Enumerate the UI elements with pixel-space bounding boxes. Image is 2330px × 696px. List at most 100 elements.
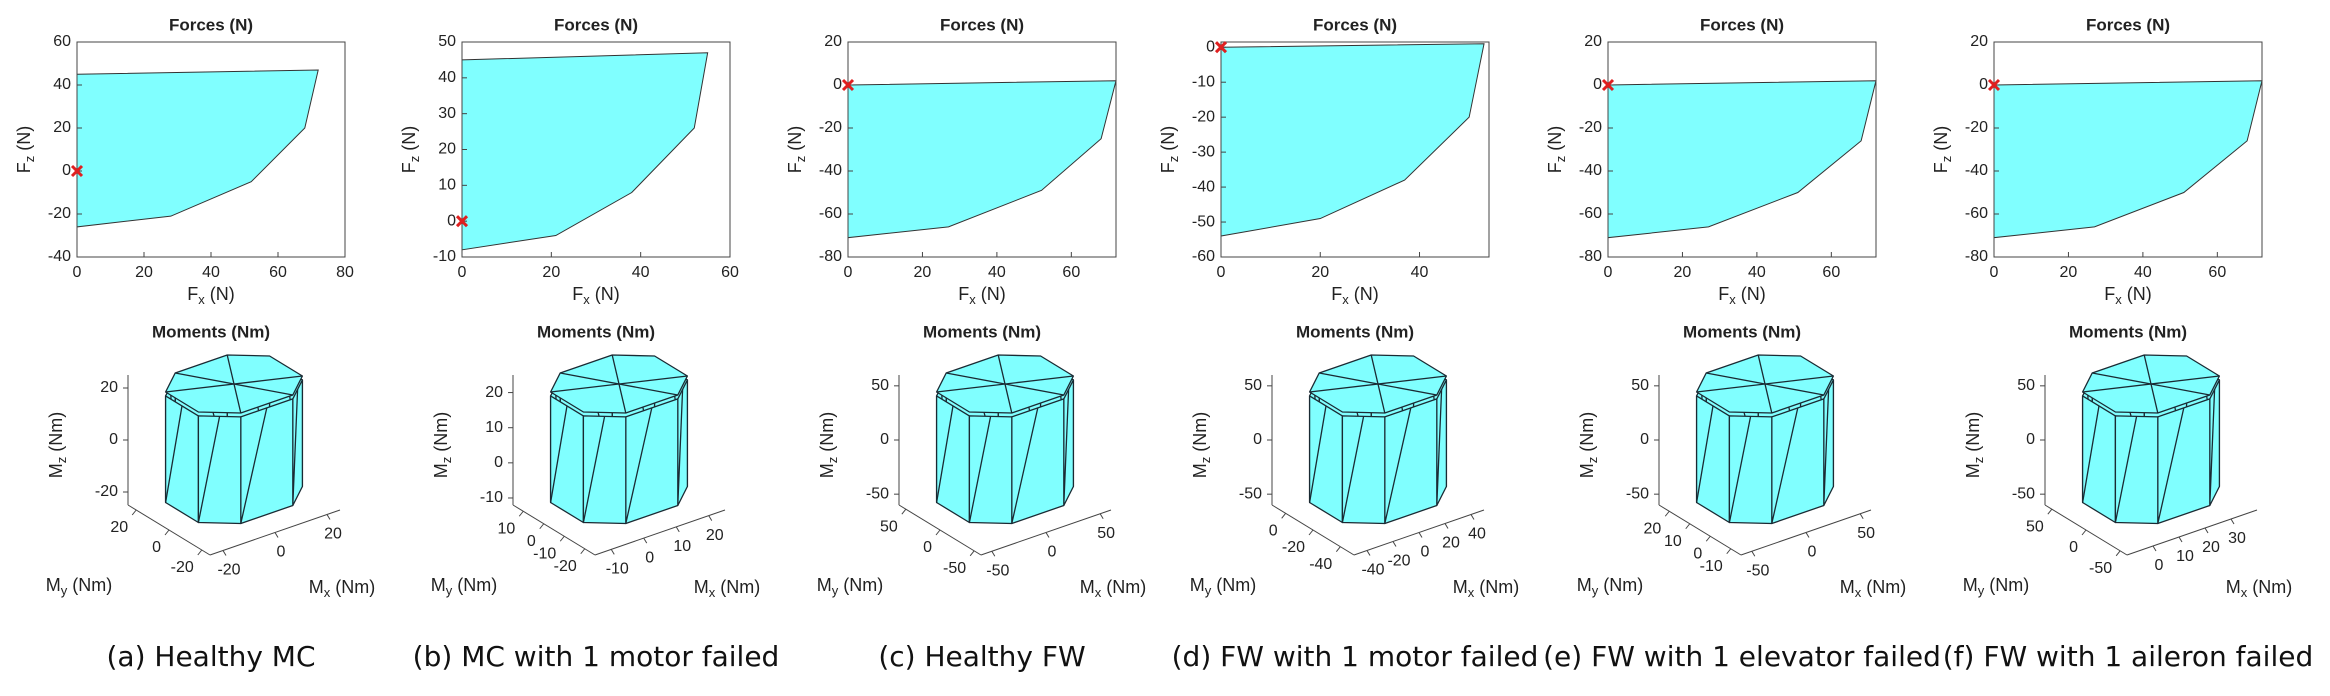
- label-subscript: x: [2115, 292, 2122, 307]
- x-axis-label: Fx (N): [2104, 284, 2152, 308]
- label-unit: (Nm): [1866, 577, 1906, 597]
- y-tick-label: 0: [447, 212, 456, 229]
- y-axis-label: Fz (N): [1931, 126, 1955, 174]
- label-symbol: F: [1545, 162, 1565, 173]
- x-tick: [1418, 532, 1423, 538]
- facet-edge: [175, 372, 293, 396]
- y-tick-label: 20: [824, 33, 842, 50]
- face: [164, 395, 200, 524]
- label-unit: (Nm): [1963, 412, 1983, 452]
- moment-set: [549, 354, 689, 525]
- z-tick-label: 0: [1640, 431, 1649, 448]
- caption: (e) FW with 1 elevator failed: [1543, 640, 1941, 673]
- y-tick-label: 0: [62, 162, 71, 179]
- x-tick-label: 40: [632, 264, 650, 281]
- facet-edge: [582, 416, 606, 523]
- y-tick-label: -10: [1700, 558, 1723, 575]
- x-tick-label: 0: [1990, 264, 1999, 281]
- x-tick-label: 60: [2208, 264, 2226, 281]
- z-tick-label: 0: [880, 431, 889, 448]
- facet-edge: [1823, 389, 1830, 506]
- label-unit: (Nm): [457, 575, 497, 595]
- face: [1011, 398, 1065, 525]
- face: [935, 395, 971, 524]
- x-tick-label: 0: [844, 264, 853, 281]
- x-tick: [2178, 536, 2183, 543]
- x-axis-label: Fx (N): [572, 284, 620, 308]
- y-tick-label: 20: [110, 519, 128, 536]
- x-tick-label: 0: [1421, 544, 1430, 561]
- y-tick-label: -40: [819, 162, 842, 179]
- z-tick-label: 20: [485, 384, 503, 401]
- x-tick-label: 20: [542, 264, 560, 281]
- y-tick: [559, 535, 565, 542]
- y-axis-label: Fz (N): [785, 126, 809, 174]
- label-unit: (N): [1354, 284, 1379, 304]
- label-symbol: M: [1840, 577, 1855, 597]
- facet-edge: [946, 372, 1064, 396]
- y-tick-label: -40: [1579, 162, 1602, 179]
- x-tick: [610, 549, 615, 555]
- label-symbol: M: [1963, 463, 1983, 478]
- y-tick-label: -40: [1309, 556, 1332, 573]
- x-tick: [274, 532, 279, 538]
- label-subscript: z: [439, 457, 454, 464]
- y-tick-label: 0: [1593, 76, 1602, 93]
- label-symbol: M: [1190, 575, 1205, 595]
- y-tick-label: -20: [1192, 108, 1215, 125]
- y-tick-label: -20: [171, 559, 194, 576]
- axes-box: [1993, 41, 2263, 258]
- caption: (d) FW with 1 motor failed: [1172, 640, 1539, 673]
- label-subscript: z: [22, 156, 37, 163]
- label-subscript: z: [825, 457, 840, 464]
- x-axis-label: Mx (Nm): [1840, 577, 1906, 601]
- label-symbol: M: [431, 575, 446, 595]
- x-tick-label: 60: [1062, 264, 1080, 281]
- y-tick-label: 60: [53, 33, 71, 50]
- facet-edge: [1063, 389, 1070, 506]
- label-unit: (Nm): [1190, 412, 1210, 452]
- facet-edge: [164, 405, 183, 503]
- y-tick-label: 30: [438, 105, 456, 122]
- x-axis-label: Mx (Nm): [309, 577, 375, 601]
- label-symbol: M: [1190, 463, 1210, 478]
- x-tick: [1805, 532, 1810, 538]
- chart-title: Forces (N): [169, 15, 253, 34]
- x-tick-label: 20: [706, 527, 724, 544]
- y-axis-label: My (Nm): [817, 575, 883, 599]
- y-tick-label: 50: [438, 33, 456, 50]
- y-tick-label: -20: [554, 558, 577, 575]
- label-symbol: M: [1080, 577, 1095, 597]
- label-subscript: x: [2241, 585, 2248, 600]
- caption: (f) FW with 1 aileron failed: [1943, 640, 2314, 673]
- x-tick-label: 80: [336, 264, 354, 281]
- z-axis-label: Mz (Nm): [431, 412, 455, 478]
- label-subscript: x: [1729, 292, 1736, 307]
- x-tick-label: 20: [2202, 539, 2220, 556]
- face: [2081, 395, 2117, 524]
- face: [240, 398, 294, 525]
- y-tick-label: -10: [533, 545, 556, 562]
- z-tick-label: 0: [494, 454, 503, 471]
- x-tick: [326, 514, 331, 520]
- face: [1384, 398, 1438, 525]
- y-tick-label: -30: [1192, 143, 1215, 160]
- label-unit: (Nm): [1577, 412, 1597, 452]
- y-tick: [2115, 550, 2121, 557]
- y-axis-label: My (Nm): [1577, 575, 1643, 599]
- x-tick-label: 0: [73, 264, 82, 281]
- facet-edge: [625, 407, 653, 524]
- y-tick-label: 20: [438, 141, 456, 158]
- x-tick: [1470, 514, 1475, 520]
- label-subscript: z: [1971, 457, 1986, 464]
- y-tick-label: -20: [819, 119, 842, 136]
- label-symbol: F: [958, 284, 969, 304]
- y-tick: [164, 529, 170, 536]
- facet-edge: [1436, 389, 1443, 506]
- facet-edge: [968, 416, 992, 523]
- moment-set: [1308, 354, 1448, 525]
- z-tick-label: -50: [1626, 485, 1649, 502]
- y-tick-label: -20: [1282, 539, 1305, 556]
- z-axis-label: Mz (Nm): [1577, 412, 1601, 478]
